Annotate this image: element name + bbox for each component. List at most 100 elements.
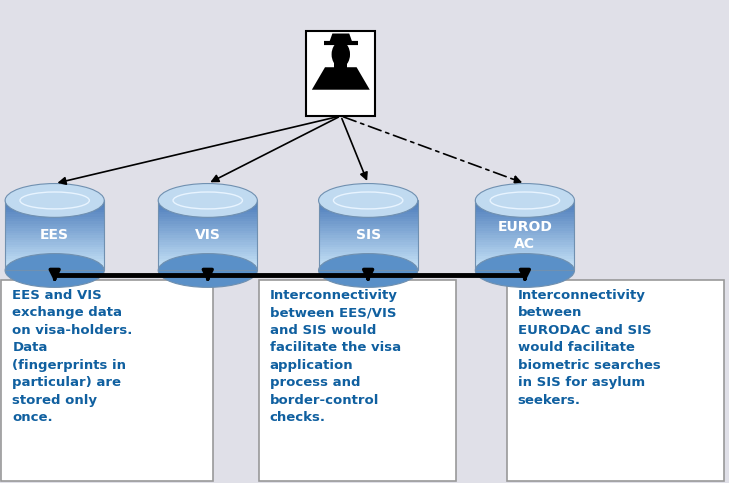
Bar bbox=[5, 254, 104, 256]
Bar bbox=[475, 261, 574, 264]
Bar bbox=[475, 233, 574, 236]
Bar bbox=[5, 200, 104, 203]
Bar bbox=[319, 205, 418, 208]
Bar bbox=[319, 247, 418, 250]
Bar bbox=[319, 219, 418, 221]
Text: Interconnectivity
between
EURODAC and SIS
would facilitate
biometric searches
in: Interconnectivity between EURODAC and SI… bbox=[518, 289, 660, 407]
Bar bbox=[158, 249, 257, 252]
Ellipse shape bbox=[5, 254, 104, 287]
Bar bbox=[158, 247, 257, 250]
Bar bbox=[334, 53, 348, 69]
Bar bbox=[5, 249, 104, 252]
Bar bbox=[5, 221, 104, 224]
Polygon shape bbox=[329, 33, 353, 43]
Bar bbox=[5, 263, 104, 266]
Bar bbox=[259, 280, 456, 481]
Bar bbox=[306, 31, 375, 116]
Bar bbox=[475, 228, 574, 231]
Bar bbox=[319, 256, 418, 259]
Bar bbox=[158, 240, 257, 242]
Bar bbox=[475, 200, 574, 203]
Bar bbox=[475, 223, 574, 226]
Bar bbox=[5, 219, 104, 221]
Text: VIS: VIS bbox=[195, 228, 221, 242]
Bar bbox=[475, 221, 574, 224]
Ellipse shape bbox=[319, 184, 418, 217]
Bar bbox=[158, 223, 257, 226]
Bar bbox=[5, 237, 104, 240]
Bar bbox=[5, 202, 104, 205]
Bar bbox=[475, 212, 574, 214]
Bar bbox=[319, 228, 418, 231]
Bar bbox=[319, 221, 418, 224]
Bar bbox=[158, 226, 257, 228]
Bar bbox=[5, 205, 104, 208]
Bar bbox=[475, 226, 574, 228]
Bar bbox=[475, 237, 574, 240]
Bar bbox=[5, 209, 104, 212]
Bar bbox=[319, 258, 418, 261]
Bar bbox=[158, 214, 257, 217]
Bar bbox=[5, 242, 104, 245]
Bar bbox=[319, 226, 418, 228]
Bar bbox=[475, 247, 574, 250]
Bar bbox=[475, 244, 574, 247]
Bar bbox=[507, 280, 724, 481]
Bar bbox=[158, 200, 257, 270]
Bar bbox=[158, 202, 257, 205]
Bar bbox=[475, 256, 574, 259]
Bar bbox=[5, 247, 104, 250]
Bar bbox=[158, 235, 257, 238]
Bar bbox=[158, 263, 257, 266]
Bar bbox=[158, 205, 257, 208]
Bar bbox=[158, 254, 257, 256]
Ellipse shape bbox=[475, 184, 574, 217]
Bar bbox=[5, 258, 104, 261]
Bar bbox=[158, 258, 257, 261]
Bar bbox=[475, 202, 574, 205]
Bar bbox=[319, 263, 418, 266]
Ellipse shape bbox=[5, 184, 104, 217]
Bar bbox=[319, 240, 418, 242]
Text: EES and VIS
exchange data
on visa-holders.
Data
(fingerprints in
particular) are: EES and VIS exchange data on visa-holder… bbox=[12, 289, 133, 425]
Bar bbox=[319, 209, 418, 212]
Bar bbox=[319, 261, 418, 264]
Bar bbox=[319, 235, 418, 238]
Bar bbox=[158, 261, 257, 264]
Bar bbox=[158, 244, 257, 247]
Bar bbox=[5, 261, 104, 264]
Bar bbox=[319, 230, 418, 233]
Bar bbox=[319, 268, 418, 270]
Bar bbox=[475, 205, 574, 208]
Bar bbox=[158, 207, 257, 210]
Bar bbox=[5, 216, 104, 219]
Bar bbox=[475, 263, 574, 266]
Bar bbox=[158, 233, 257, 236]
Bar bbox=[475, 258, 574, 261]
Bar bbox=[5, 233, 104, 236]
Bar bbox=[475, 209, 574, 212]
Polygon shape bbox=[312, 67, 370, 90]
Bar bbox=[319, 223, 418, 226]
Bar bbox=[475, 214, 574, 217]
Bar bbox=[5, 228, 104, 231]
Bar bbox=[475, 207, 574, 210]
Bar bbox=[5, 214, 104, 217]
Bar bbox=[5, 226, 104, 228]
Bar bbox=[158, 237, 257, 240]
Bar bbox=[158, 265, 257, 268]
Bar bbox=[5, 251, 104, 254]
Bar bbox=[5, 256, 104, 259]
Bar bbox=[158, 216, 257, 219]
Bar bbox=[5, 235, 104, 238]
Bar bbox=[158, 200, 257, 203]
Bar bbox=[5, 265, 104, 268]
Bar bbox=[319, 214, 418, 217]
Ellipse shape bbox=[158, 184, 257, 217]
Bar bbox=[158, 242, 257, 245]
Bar bbox=[158, 221, 257, 224]
Bar bbox=[158, 256, 257, 259]
Bar bbox=[319, 216, 418, 219]
Bar bbox=[475, 265, 574, 268]
Bar bbox=[158, 251, 257, 254]
